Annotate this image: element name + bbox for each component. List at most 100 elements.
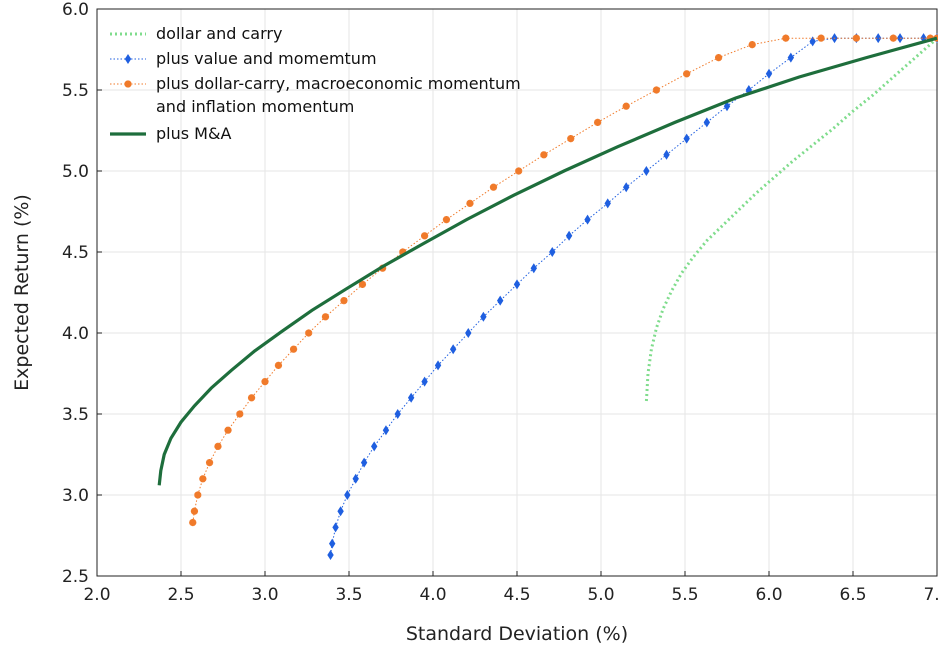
data-point: [421, 232, 429, 240]
data-point: [465, 328, 472, 338]
data-point: [321, 313, 330, 321]
data-point: [622, 102, 630, 110]
data-point: [274, 361, 283, 369]
data-point: [817, 34, 825, 42]
legend-item-0: dollar and carry: [110, 24, 282, 43]
data-point: [449, 344, 457, 355]
data-point: [382, 425, 390, 436]
data-point: [466, 199, 474, 207]
data-point: [360, 457, 368, 468]
legend-label: dollar and carry: [156, 24, 282, 43]
data-point: [194, 491, 202, 499]
y-axis-title: Expected Return (%): [11, 194, 33, 391]
axis-ticks: 2.02.53.03.54.04.55.05.56.06.57.02.53.03…: [62, 0, 938, 605]
legend-item-1: plus value and momemtum: [110, 49, 377, 68]
legend: dollar and carry plus value and momemtum p…: [110, 24, 521, 143]
data-point: [896, 33, 904, 44]
data-point: [663, 149, 670, 160]
x-tick-label: 3.0: [251, 585, 278, 605]
legend-label: plus value and momemtum: [156, 49, 377, 68]
x-tick-label: 2.0: [83, 585, 110, 605]
series-line: [157, 36, 938, 486]
data-point: [399, 248, 407, 256]
data-point: [683, 70, 691, 78]
data-point: [190, 507, 199, 515]
data-point: [765, 68, 773, 79]
y-tick-label: 6.0: [62, 0, 89, 20]
data-point: [358, 280, 367, 288]
data-point: [889, 34, 897, 42]
data-point: [480, 311, 487, 322]
data-point: [515, 167, 523, 175]
data-point: [371, 441, 378, 452]
data-point: [224, 426, 232, 434]
data-point: [305, 329, 313, 337]
x-tick-label: 7.0: [923, 585, 938, 605]
y-tick-label: 4.0: [62, 324, 89, 344]
y-tick-label: 5.5: [62, 81, 89, 101]
data-point: [337, 506, 344, 517]
data-point: [340, 297, 348, 305]
data-point: [407, 392, 415, 403]
data-point: [652, 86, 661, 94]
series-1: [327, 33, 938, 560]
data-point: [434, 360, 442, 371]
data-point: [205, 459, 214, 467]
data-point: [594, 118, 602, 126]
data-point: [189, 518, 197, 527]
data-point: [787, 52, 795, 63]
data-point: [289, 345, 298, 353]
x-tick-label: 2.5: [167, 585, 194, 605]
x-tick-label: 4.0: [419, 585, 446, 605]
x-tick-label: 6.5: [839, 585, 866, 605]
legend-item-2: plus dollar-carry, macroeconomic momentu…: [110, 74, 521, 116]
data-point: [513, 279, 521, 290]
data-point: [748, 41, 756, 49]
data-point: [344, 490, 351, 500]
data-point: [623, 182, 630, 193]
data-point: [489, 183, 498, 191]
data-point: [442, 216, 451, 224]
data-point: [683, 133, 690, 144]
x-tick-label: 5.0: [587, 585, 614, 605]
data-point: [933, 34, 938, 42]
data-point: [394, 409, 401, 419]
data-point: [567, 135, 575, 143]
series-3: [157, 36, 938, 486]
y-tick-label: 3.0: [62, 486, 89, 506]
data-point: [261, 378, 269, 386]
data-point: [604, 198, 611, 209]
data-point: [782, 34, 790, 42]
y-tick-label: 2.5: [62, 567, 89, 587]
data-point: [926, 34, 934, 42]
data-point: [214, 442, 222, 450]
data-point: [643, 166, 650, 176]
data-point: [809, 36, 816, 47]
series-2: [189, 34, 938, 527]
data-point: [247, 394, 256, 402]
data-point: [540, 151, 548, 159]
data-point: [920, 33, 927, 44]
data-point: [565, 230, 573, 241]
data-point: [875, 33, 882, 44]
data-point: [199, 475, 207, 483]
y-tick-label: 3.5: [62, 405, 89, 425]
y-tick-label: 5.0: [62, 162, 89, 182]
x-tick-label: 6.0: [755, 585, 782, 605]
legend-marker: [124, 80, 132, 88]
data-point: [421, 376, 428, 387]
legend-label: plus M&A: [156, 124, 231, 143]
data-point: [584, 214, 591, 225]
series-layer: [157, 33, 938, 560]
data-point: [549, 247, 556, 257]
series-0: [644, 40, 935, 402]
data-point: [703, 117, 711, 128]
legend-label: plus dollar-carry, macroeconomic momentu…: [156, 74, 521, 116]
legend-item-3: plus M&A: [110, 124, 231, 143]
data-point: [852, 34, 860, 42]
data-point: [329, 538, 336, 549]
x-axis-title: Standard Deviation (%): [406, 623, 628, 645]
data-point: [497, 295, 504, 306]
